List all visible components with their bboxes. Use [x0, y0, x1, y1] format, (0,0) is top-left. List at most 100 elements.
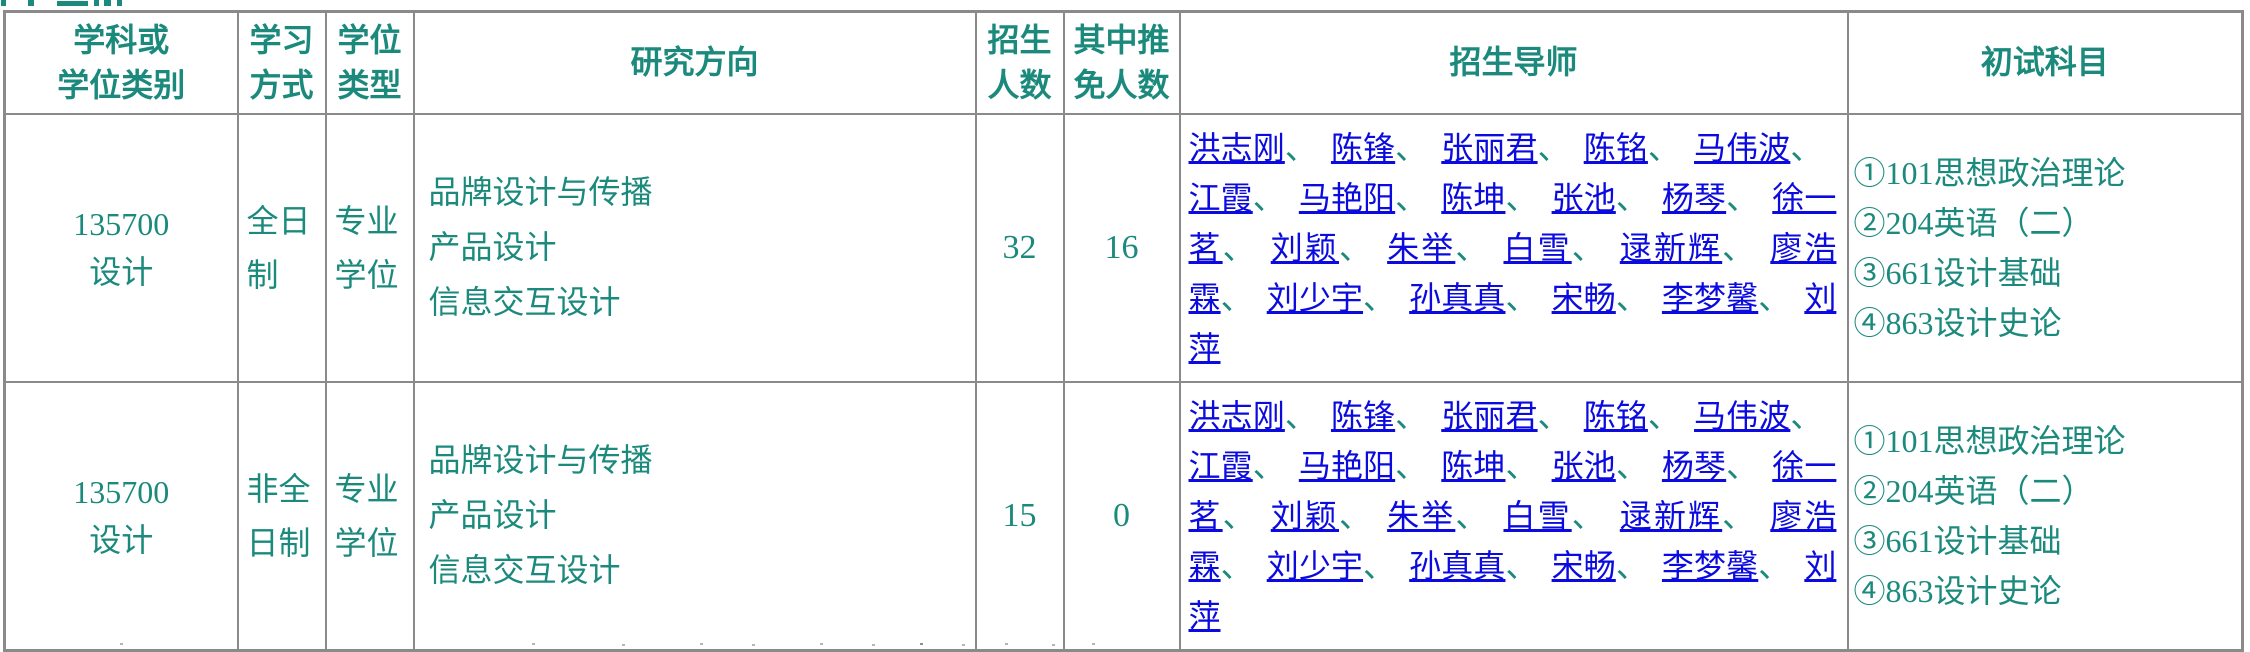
table-row-parttime: 135700 设计 非全日制 专业学位 品牌设计与传播 产品设计 信息交互设计 15… [3, 380, 2244, 651]
enumeration-comma: 、 [1615, 179, 1648, 216]
supervisor-link[interactable]: 陈锋 [1330, 397, 1396, 434]
enumeration-comma: 、 [1284, 397, 1317, 434]
enumeration-comma: 、 [1505, 547, 1538, 584]
supervisor-link[interactable]: 逯新辉 [1619, 497, 1723, 534]
supervisor-link[interactable]: 朱举 [1387, 497, 1456, 534]
enumeration-comma: 、 [1537, 397, 1570, 434]
enumeration-comma: 、 [1252, 447, 1285, 484]
supervisor-link[interactable]: 李梦馨 [1661, 547, 1759, 584]
enumeration-comma: 、 [1571, 497, 1606, 534]
supervisor-link[interactable]: 刘少宇 [1266, 547, 1364, 584]
enumeration-comma: 、 [1722, 497, 1757, 534]
enumeration-comma: 、 [1284, 129, 1317, 166]
admissions-table: 学科或 学位类别 学习 方式 学位 类型 研究方向 招生 人数 其中推 免人数 招生导师 … [3, 10, 2244, 652]
header-line: 学位 [337, 21, 402, 58]
enumeration-comma: 、 [1758, 547, 1791, 584]
cell-study-mode: 非全日制 [236, 380, 327, 651]
supervisor-link[interactable]: 宋畅 [1551, 547, 1616, 584]
col-header-study-mode: 学习 方式 [236, 10, 327, 115]
header-line: 其中推 [1073, 21, 1170, 58]
enumeration-comma: 、 [1537, 129, 1570, 166]
header-line: 学科或 [73, 21, 170, 58]
header-line: 学位类别 [57, 66, 186, 103]
supervisor-link[interactable]: 刘少宇 [1266, 279, 1364, 316]
enumeration-comma: 、 [1726, 179, 1759, 216]
enumeration-comma: 、 [1363, 279, 1396, 316]
enumeration-comma: 、 [1338, 229, 1374, 266]
header-line: 招生 [987, 21, 1052, 58]
header-line: 人数 [987, 66, 1052, 103]
supervisor-link[interactable]: 洪志刚 [1188, 129, 1285, 166]
research-direction: 产品设计 [428, 229, 557, 265]
enumeration-comma: 、 [1363, 547, 1396, 584]
enumeration-comma: 、 [1647, 129, 1681, 166]
supervisor-link[interactable]: 陈铭 [1583, 397, 1648, 434]
enumeration-comma: 、 [1790, 129, 1823, 166]
enumeration-comma: 、 [1455, 229, 1490, 266]
enumeration-comma: 、 [1615, 547, 1648, 584]
supervisor-link[interactable]: 张丽君 [1441, 129, 1538, 166]
cell-category: 135700 设计 [3, 380, 239, 651]
cell-degree-type: 专业学位 [324, 112, 415, 383]
exam-subject: ②204英语（二） [1853, 472, 2094, 509]
supervisor-link[interactable]: 张池 [1551, 179, 1616, 216]
supervisor-link[interactable]: 刘萍 [1188, 279, 1837, 366]
supervisor-link[interactable]: 刘颖 [1270, 229, 1339, 266]
supervisor-link[interactable]: 张池 [1551, 447, 1616, 484]
enumeration-comma: 、 [1647, 397, 1681, 434]
supervisor-link[interactable]: 陈锋 [1330, 129, 1396, 166]
enumeration-comma: 、 [1505, 447, 1538, 484]
research-direction: 品牌设计与传播 [428, 174, 653, 210]
supervisor-link[interactable]: 江霞 [1188, 447, 1253, 484]
enumeration-comma: 、 [1615, 279, 1648, 316]
supervisor-link[interactable]: 徐一茗 [1188, 447, 1837, 534]
supervisor-link[interactable]: 江霞 [1188, 179, 1253, 216]
supervisor-link[interactable]: 廖浩霖 [1188, 497, 1837, 584]
supervisor-link[interactable]: 白雪 [1503, 497, 1572, 534]
supervisor-link[interactable]: 陈坤 [1441, 447, 1506, 484]
supervisor-link[interactable]: 李梦馨 [1661, 279, 1759, 316]
supervisor-link[interactable]: 马艳阳 [1298, 447, 1396, 484]
supervisor-link[interactable]: 刘萍 [1188, 547, 1837, 634]
supervisor-link[interactable]: 逯新辉 [1619, 229, 1723, 266]
header-line: 招生导师 [1449, 44, 1578, 81]
exam-subject: ②204英语（二） [1853, 204, 2094, 241]
exam-subject: ①101思想政治理论 [1853, 422, 2126, 459]
supervisor-link[interactable]: 孙真真 [1409, 279, 1506, 316]
header-line: 学习 [249, 21, 314, 58]
cell-exam-subjects: ①101思想政治理论 ②204英语（二） ③661设计基础 ④863设计史论 [1846, 112, 2244, 383]
supervisor-link[interactable]: 白雪 [1503, 229, 1572, 266]
cell-exempt-count: 16 [1062, 112, 1181, 383]
col-header-enroll-count: 招生 人数 [974, 10, 1065, 115]
supervisor-link[interactable]: 杨琴 [1661, 179, 1727, 216]
supervisor-link[interactable]: 孙真真 [1409, 547, 1506, 584]
enumeration-comma: 、 [1455, 497, 1490, 534]
supervisor-link[interactable]: 杨琴 [1661, 447, 1727, 484]
supervisor-link[interactable]: 张丽君 [1441, 397, 1538, 434]
col-header-research-directions: 研究方向 [412, 10, 977, 115]
supervisor-link[interactable]: 宋畅 [1551, 279, 1616, 316]
header-line: 方式 [249, 66, 314, 103]
supervisor-link[interactable]: 朱举 [1387, 229, 1456, 266]
supervisor-link[interactable]: 洪志刚 [1188, 397, 1285, 434]
supervisor-link[interactable]: 刘颖 [1270, 497, 1339, 534]
col-header-category: 学科或 学位类别 [3, 10, 239, 115]
col-header-exempt-count: 其中推 免人数 [1062, 10, 1181, 115]
table-row-fulltime: 135700 设计 全日制 专业学位 品牌设计与传播 产品设计 信息交互设计 32 … [3, 112, 2244, 383]
exam-subject: ①101思想政治理论 [1853, 154, 2126, 191]
cell-category: 135700 设计 [3, 112, 239, 383]
supervisor-link[interactable]: 马伟波 [1694, 397, 1791, 434]
enumeration-comma: 、 [1220, 279, 1253, 316]
supervisor-link[interactable]: 廖浩霖 [1188, 229, 1837, 316]
supervisor-link[interactable]: 徐一茗 [1188, 179, 1837, 266]
cell-enroll-count: 32 [974, 112, 1065, 383]
supervisor-link[interactable]: 陈铭 [1583, 129, 1648, 166]
enumeration-comma: 、 [1395, 179, 1428, 216]
header-line: 研究方向 [630, 44, 759, 81]
enumeration-comma: 、 [1790, 397, 1823, 434]
supervisor-link[interactable]: 马伟波 [1694, 129, 1791, 166]
supervisor-link[interactable]: 马艳阳 [1298, 179, 1396, 216]
cell-research-directions: 品牌设计与传播 产品设计 信息交互设计 [412, 112, 977, 383]
supervisor-link[interactable]: 陈坤 [1441, 179, 1506, 216]
